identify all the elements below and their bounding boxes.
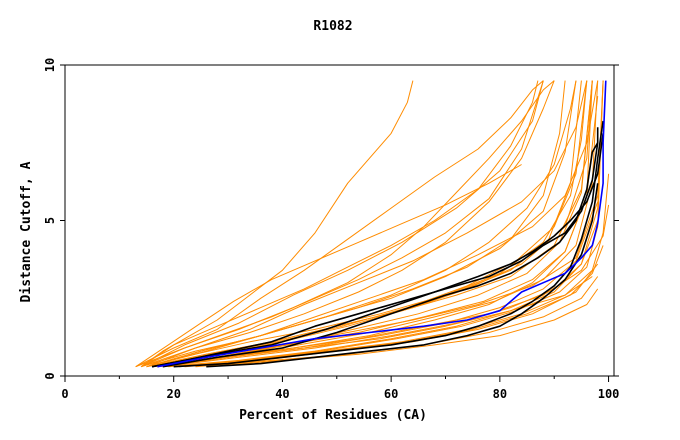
series-line-2 <box>140 80 544 368</box>
series-line-36 <box>173 120 604 368</box>
series-line-11 <box>151 80 593 368</box>
series-line-1 <box>135 80 544 368</box>
x-tick-label-40: 40 <box>275 387 289 401</box>
series-line-7 <box>157 204 610 368</box>
series-line-9 <box>140 80 555 368</box>
series-line-0 <box>140 80 414 368</box>
x-tick-label-80: 80 <box>493 387 507 401</box>
y-axis-label: Distance Cutoff, A <box>19 161 34 302</box>
series-line-5 <box>151 80 593 368</box>
plot-frame <box>64 64 615 377</box>
series-line-19 <box>151 80 593 368</box>
series-line-35 <box>162 142 599 368</box>
series-layer <box>135 80 610 368</box>
series-line-38 <box>151 133 604 368</box>
y-tick-label-0: 0 <box>43 372 57 379</box>
series-line-25 <box>162 220 599 368</box>
series-line-30 <box>146 80 577 368</box>
x-tick-label-100: 100 <box>598 387 620 401</box>
x-tick-label-60: 60 <box>384 387 398 401</box>
y-tick-label-10: 10 <box>43 58 57 72</box>
series-line-39 <box>157 80 607 368</box>
x-axis-label: Percent of Residues (CA) <box>239 408 427 423</box>
chart-title: R1082 <box>313 19 352 34</box>
axes-layer: 0 20 40 60 80 100 0 5 10 <box>43 58 619 401</box>
series-line-17 <box>140 80 566 368</box>
series-line-14 <box>173 173 610 368</box>
series-line-37 <box>206 183 599 368</box>
series-line-21 <box>168 80 604 368</box>
series-line-34 <box>151 127 599 368</box>
y-tick-label-5: 5 <box>43 217 57 224</box>
series-line-29 <box>140 80 555 368</box>
series-line-22 <box>140 80 539 368</box>
series-line-3 <box>146 80 588 368</box>
x-tick-label-0: 0 <box>61 387 68 401</box>
x-tick-label-20: 20 <box>166 387 180 401</box>
series-line-33 <box>135 164 522 368</box>
